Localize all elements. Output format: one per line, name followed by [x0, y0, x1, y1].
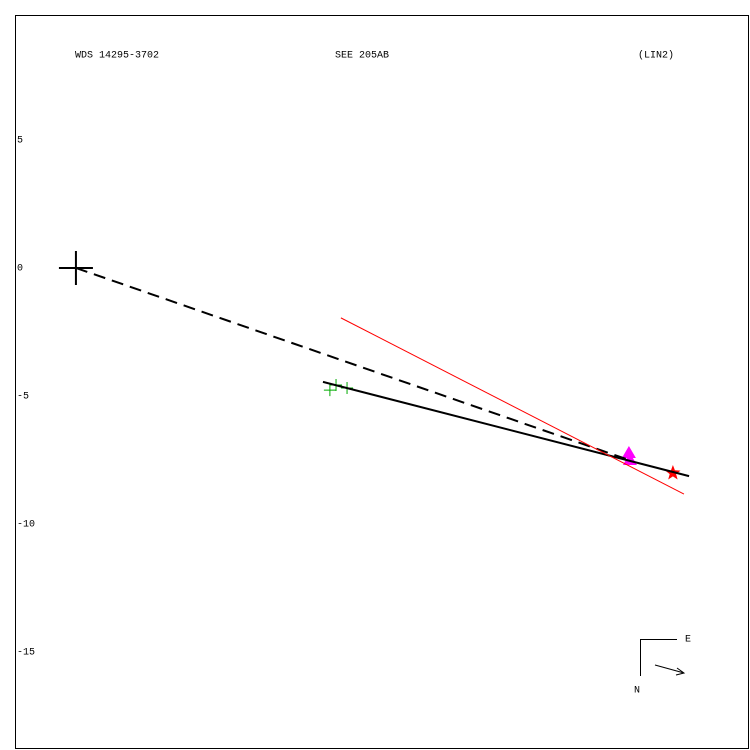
chart-subtitle: SEE 205AB — [335, 51, 389, 62]
compass: E N — [634, 635, 691, 697]
compass-east: E — [685, 635, 691, 646]
point-triangle — [621, 446, 636, 459]
y-tick-label: 0 — [17, 264, 23, 275]
fit-line — [75, 267, 630, 461]
y-tick-label: -5 — [17, 392, 29, 403]
compass-arrow — [654, 664, 686, 676]
fit-line — [322, 380, 690, 478]
compass-north: N — [634, 686, 640, 697]
fit-line — [340, 317, 685, 495]
point-plus — [323, 384, 336, 397]
plot-frame — [15, 15, 749, 749]
chart-title: WDS 14295-3702 — [75, 51, 159, 62]
y-tick-label: -10 — [17, 520, 35, 531]
y-tick-label: 5 — [17, 136, 23, 147]
y-tick-label: -15 — [17, 648, 35, 659]
annotation: (LIN2) — [638, 50, 674, 62]
